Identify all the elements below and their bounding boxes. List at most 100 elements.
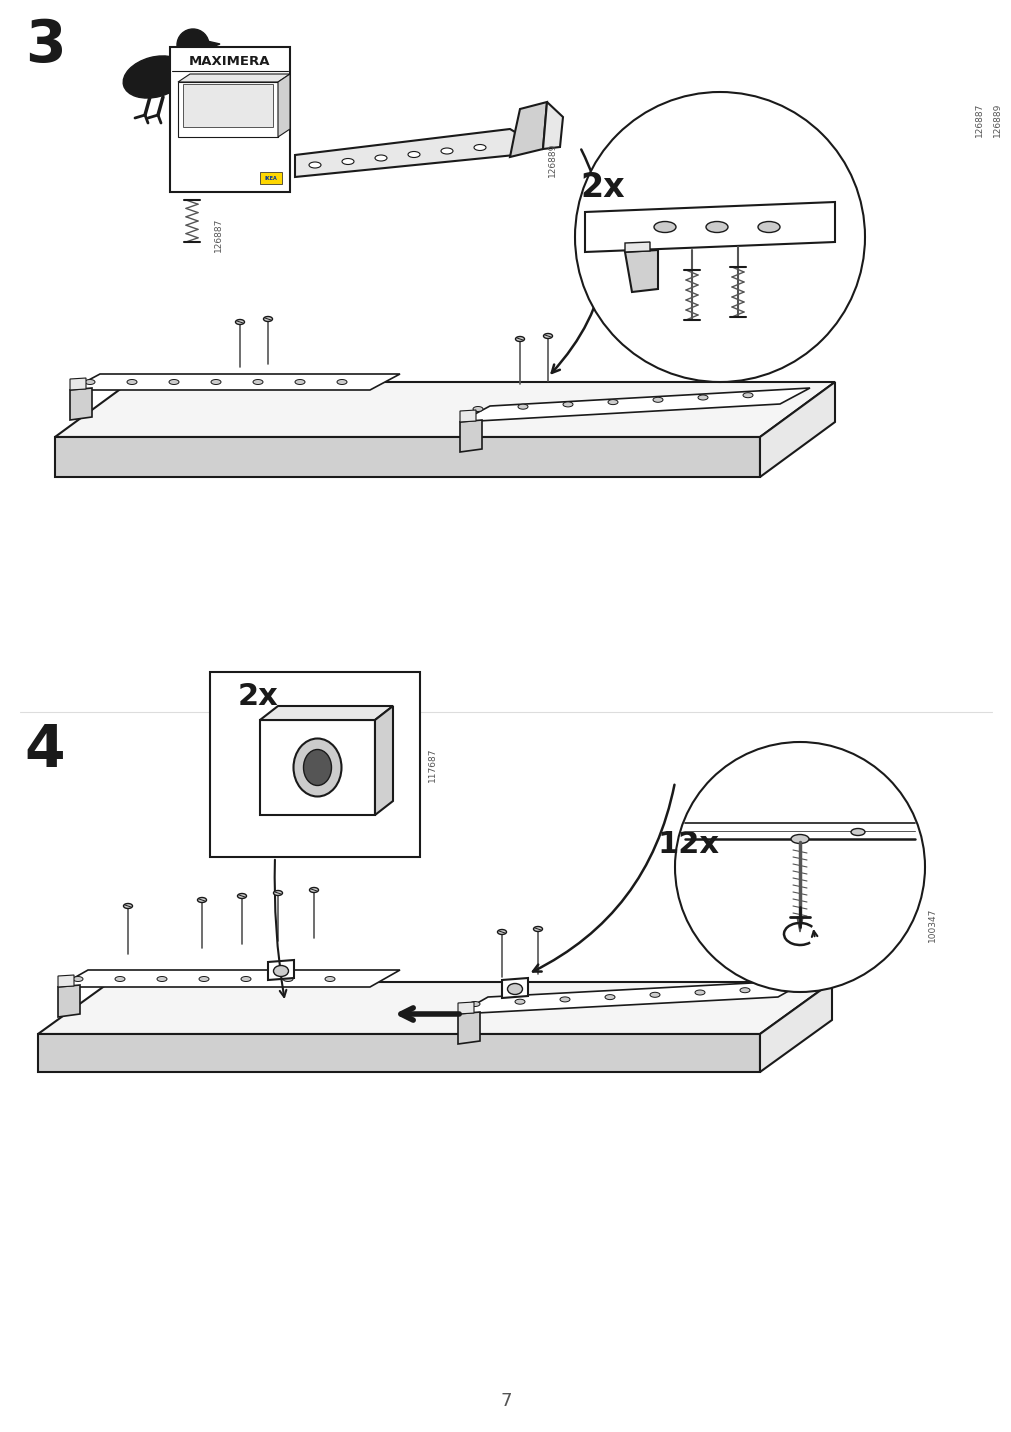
- Polygon shape: [260, 706, 392, 720]
- Ellipse shape: [739, 988, 749, 992]
- Polygon shape: [295, 129, 515, 178]
- Ellipse shape: [253, 379, 263, 385]
- Text: 126889: 126889: [992, 103, 1001, 137]
- Ellipse shape: [85, 379, 95, 385]
- FancyArrowPatch shape: [274, 859, 286, 997]
- Ellipse shape: [197, 898, 206, 902]
- Text: 100347: 100347: [927, 908, 936, 942]
- Ellipse shape: [308, 162, 320, 168]
- Polygon shape: [70, 388, 92, 420]
- Ellipse shape: [515, 1000, 525, 1004]
- Ellipse shape: [273, 891, 282, 895]
- Ellipse shape: [742, 392, 752, 398]
- Polygon shape: [797, 916, 802, 932]
- Ellipse shape: [515, 337, 524, 341]
- Polygon shape: [178, 82, 278, 137]
- Ellipse shape: [652, 397, 662, 402]
- Ellipse shape: [273, 965, 288, 977]
- Ellipse shape: [533, 927, 542, 931]
- Ellipse shape: [263, 316, 272, 322]
- Ellipse shape: [126, 379, 136, 385]
- Polygon shape: [458, 1002, 473, 1014]
- Ellipse shape: [303, 749, 332, 786]
- Bar: [170, 47, 290, 192]
- Ellipse shape: [238, 894, 247, 898]
- Polygon shape: [458, 979, 807, 1014]
- Polygon shape: [173, 49, 197, 69]
- Ellipse shape: [375, 155, 386, 160]
- Polygon shape: [501, 978, 528, 998]
- Ellipse shape: [562, 402, 572, 407]
- FancyArrowPatch shape: [551, 149, 606, 372]
- Ellipse shape: [441, 147, 453, 155]
- Ellipse shape: [407, 152, 420, 158]
- Text: MAXIMERA: MAXIMERA: [189, 54, 271, 67]
- Bar: [260, 720, 375, 815]
- Circle shape: [674, 742, 924, 992]
- Polygon shape: [584, 202, 834, 252]
- FancyArrowPatch shape: [400, 1008, 459, 1020]
- Polygon shape: [278, 74, 290, 137]
- Ellipse shape: [791, 835, 808, 843]
- Polygon shape: [460, 420, 481, 453]
- Polygon shape: [625, 251, 657, 292]
- Polygon shape: [58, 975, 74, 987]
- Polygon shape: [55, 382, 834, 437]
- Polygon shape: [759, 382, 834, 477]
- Bar: [260, 172, 282, 183]
- Text: 4: 4: [24, 722, 66, 779]
- Ellipse shape: [649, 992, 659, 997]
- Polygon shape: [268, 959, 294, 979]
- Polygon shape: [58, 969, 399, 987]
- Ellipse shape: [325, 977, 335, 981]
- Ellipse shape: [472, 407, 482, 411]
- Ellipse shape: [123, 56, 187, 97]
- Ellipse shape: [518, 404, 528, 410]
- Polygon shape: [178, 74, 290, 82]
- Ellipse shape: [469, 1001, 479, 1007]
- Ellipse shape: [73, 977, 83, 981]
- Polygon shape: [70, 374, 399, 390]
- Ellipse shape: [293, 739, 341, 796]
- Polygon shape: [458, 1012, 479, 1044]
- Text: 126887: 126887: [213, 218, 222, 252]
- Ellipse shape: [757, 222, 779, 232]
- Ellipse shape: [497, 929, 506, 935]
- Text: 126889: 126889: [548, 143, 556, 178]
- Ellipse shape: [695, 990, 705, 995]
- Text: 12x: 12x: [657, 829, 719, 859]
- Polygon shape: [165, 72, 183, 82]
- Text: 3: 3: [24, 17, 66, 74]
- Text: IKEA: IKEA: [264, 176, 277, 180]
- FancyArrowPatch shape: [533, 785, 673, 971]
- Text: 117687: 117687: [428, 748, 437, 782]
- Ellipse shape: [507, 984, 522, 994]
- Polygon shape: [55, 437, 759, 477]
- Ellipse shape: [309, 888, 318, 892]
- Ellipse shape: [283, 977, 293, 981]
- Ellipse shape: [543, 334, 552, 338]
- Ellipse shape: [698, 395, 708, 400]
- Ellipse shape: [295, 379, 304, 385]
- Ellipse shape: [199, 977, 209, 981]
- Polygon shape: [70, 378, 86, 390]
- Ellipse shape: [210, 379, 220, 385]
- Polygon shape: [510, 102, 547, 158]
- Circle shape: [177, 29, 209, 62]
- Ellipse shape: [157, 977, 167, 981]
- Polygon shape: [183, 84, 273, 127]
- Ellipse shape: [342, 159, 354, 165]
- Ellipse shape: [123, 904, 132, 908]
- Text: 2x: 2x: [238, 682, 278, 712]
- Ellipse shape: [169, 379, 179, 385]
- Polygon shape: [375, 706, 392, 815]
- Ellipse shape: [653, 222, 675, 232]
- Ellipse shape: [473, 145, 485, 150]
- Ellipse shape: [605, 995, 615, 1000]
- Ellipse shape: [337, 379, 347, 385]
- Text: 126887: 126887: [974, 103, 983, 137]
- Ellipse shape: [706, 222, 727, 232]
- Ellipse shape: [850, 829, 864, 835]
- Text: 2x: 2x: [579, 170, 624, 203]
- Polygon shape: [207, 42, 219, 49]
